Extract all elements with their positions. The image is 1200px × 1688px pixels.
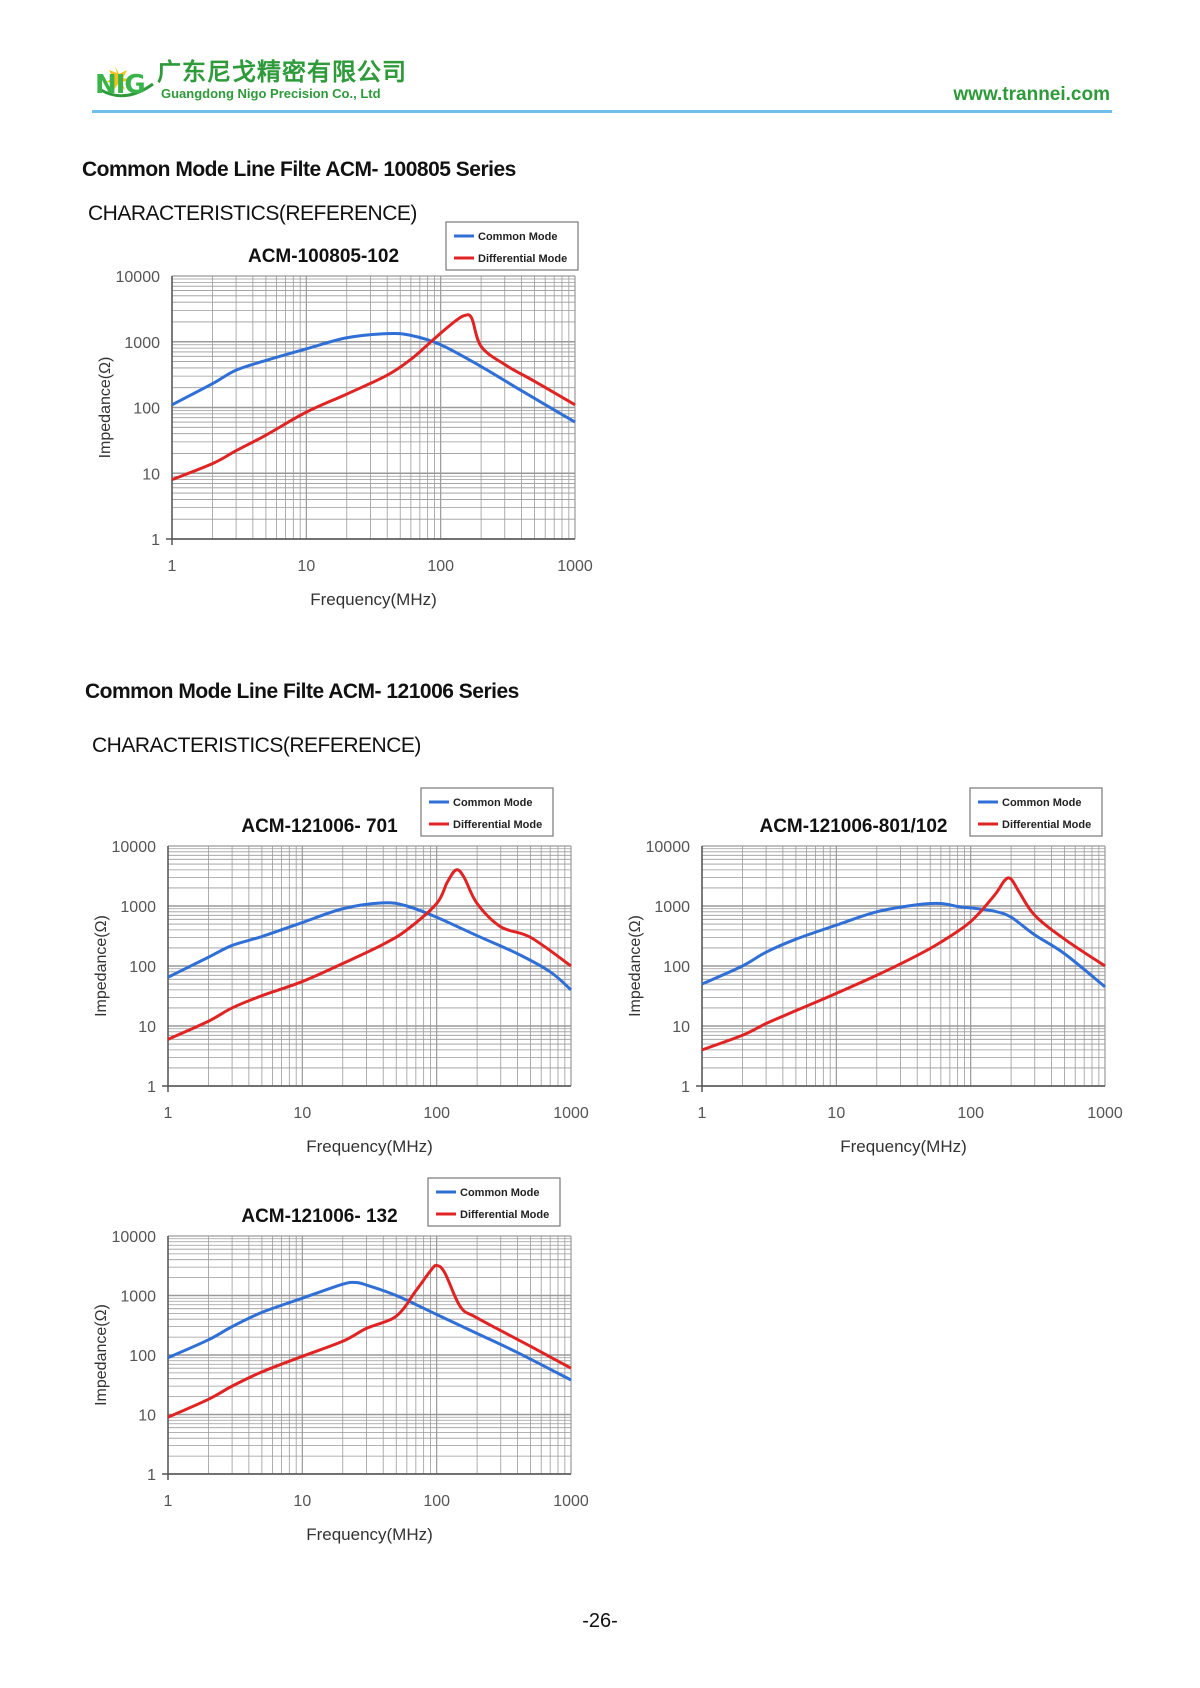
- x-tick-label: 1: [168, 558, 177, 575]
- y-axis-title: Impedance(Ω): [97, 357, 114, 459]
- grid: [167, 845, 572, 1087]
- x-tick-label: 1: [164, 1105, 173, 1122]
- y-tick-label: 1000: [654, 899, 690, 916]
- chart-title: ACM-100805-102: [248, 246, 399, 267]
- x-tick-label: 1000: [553, 1493, 589, 1510]
- y-tick-label: 1000: [120, 899, 156, 916]
- x-tick-label: 1: [164, 1493, 173, 1510]
- y-tick-label: 1: [147, 1079, 156, 1096]
- legend-box: [420, 787, 554, 837]
- series-common-mode: [171, 331, 576, 424]
- legend-box: [445, 221, 579, 271]
- legend-label: Common Mode: [478, 231, 557, 243]
- y-axis-title: Impedance(Ω): [627, 915, 644, 1017]
- chart-svg: 1 10 100 1000 1 10 100 1000 10000 Frequency(MHz) I…: [93, 787, 589, 1156]
- x-tick-label: 10: [297, 558, 315, 575]
- y-tick-label: 1000: [124, 335, 160, 352]
- x-tick-label: 100: [957, 1105, 984, 1122]
- legend: Common Mode Differential Mode: [969, 787, 1103, 837]
- y-tick-label: 1: [147, 1467, 156, 1484]
- x-tick-label: 100: [423, 1105, 450, 1122]
- x-axis-title: Frequency(MHz): [306, 1525, 433, 1544]
- y-tick-label: 100: [663, 959, 690, 976]
- legend-label: Differential Mode: [453, 819, 542, 831]
- series-differential-mode: [167, 868, 572, 1041]
- y-axis-title: Impedance(Ω): [93, 915, 110, 1017]
- chart-title: ACM-121006- 132: [241, 1206, 397, 1227]
- series-differential-mode: [167, 1263, 572, 1419]
- chart-svg: 1 10 100 1000 1 10 100 1000 10000 Frequency(MHz) I…: [627, 787, 1123, 1156]
- legend-label: Differential Mode: [1002, 819, 1091, 831]
- y-tick-label: 100: [129, 959, 156, 976]
- series-common-mode: [701, 901, 1106, 988]
- chart-acm-100805-102: 1 10 100 1000 1 10 100 1000 10000 Frequency(MHz) I…: [80, 210, 600, 630]
- legend-box: [969, 787, 1103, 837]
- y-tick-label: 100: [133, 401, 160, 418]
- x-tick-label: 10: [293, 1493, 311, 1510]
- legend-label: Differential Mode: [460, 1209, 549, 1221]
- legend-label: Differential Mode: [478, 253, 567, 265]
- y-tick-label: 1: [151, 532, 160, 549]
- grid: [167, 1235, 572, 1475]
- series-differential-mode: [701, 876, 1106, 1052]
- x-tick-label: 100: [427, 558, 454, 575]
- legend-box: [427, 1177, 561, 1227]
- legend-label: Common Mode: [1002, 797, 1081, 809]
- characteristics-label-121006: CHARACTERISTICS(REFERENCE): [92, 734, 421, 757]
- legend-label: Common Mode: [460, 1187, 539, 1199]
- section-title-100805: Common Mode Line Filte ACM- 100805 Serie…: [82, 158, 516, 181]
- x-axis-title: Frequency(MHz): [840, 1137, 967, 1156]
- header-divider: [92, 110, 1112, 113]
- series-differential-mode: [171, 313, 576, 482]
- x-tick-label: 1000: [1087, 1105, 1123, 1122]
- y-tick-label: 10000: [646, 839, 691, 856]
- y-tick-label: 1: [681, 1079, 690, 1096]
- chart-acm-121006-701: 1 10 100 1000 1 10 100 1000 10000 Frequency(MHz) I…: [76, 780, 596, 1180]
- chart-acm-121006-132: 1 10 100 1000 1 10 100 1000 10000 Frequency(MHz) I…: [76, 1170, 596, 1570]
- series-line: [701, 876, 1106, 1052]
- x-tick-label: 1: [698, 1105, 707, 1122]
- legend: Common Mode Differential Mode: [445, 221, 579, 271]
- y-axis-title: Impedance(Ω): [93, 1304, 110, 1406]
- x-tick-label: 1000: [553, 1105, 589, 1122]
- company-name-cn: 广东尼戈精密有限公司: [157, 58, 407, 86]
- chart-svg: 1 10 100 1000 1 10 100 1000 10000 Frequency(MHz) I…: [93, 1177, 589, 1544]
- chart-acm-121006-801-102: 1 10 100 1000 1 10 100 1000 10000 Frequency(MHz) I…: [610, 780, 1130, 1180]
- chart-title: ACM-121006-801/102: [759, 816, 947, 837]
- website-link[interactable]: www.trannei.com: [953, 84, 1110, 105]
- company-name-en: Guangdong Nigo Precision Co., Ltd: [161, 86, 381, 101]
- series-common-mode: [167, 1280, 572, 1382]
- y-tick-label: 10: [672, 1019, 690, 1036]
- x-tick-label: 10: [827, 1105, 845, 1122]
- page-number: -26-: [582, 1610, 618, 1632]
- legend: Common Mode Differential Mode: [427, 1177, 561, 1227]
- y-tick-label: 10: [142, 466, 160, 483]
- y-tick-label: 10000: [112, 839, 157, 856]
- nig-logo-swoosh-icon: [100, 66, 154, 98]
- series-line: [167, 868, 572, 1041]
- legend-label: Common Mode: [453, 797, 532, 809]
- chart-svg: 1 10 100 1000 1 10 100 1000 10000 Frequency(MHz) I…: [97, 221, 593, 609]
- x-tick-label: 1000: [557, 558, 593, 575]
- series-line: [167, 1263, 572, 1419]
- y-tick-label: 10000: [116, 269, 161, 286]
- series-line: [171, 331, 576, 424]
- page-header: NIG 广东尼戈精密有限公司 Guangdong Nigo Precision …: [95, 52, 1110, 112]
- x-tick-label: 10: [293, 1105, 311, 1122]
- x-tick-label: 100: [423, 1493, 450, 1510]
- logo-text: NIG: [95, 70, 146, 100]
- chart-title: ACM-121006- 701: [241, 816, 398, 837]
- y-tick-label: 10000: [112, 1229, 157, 1246]
- y-tick-label: 10: [138, 1019, 156, 1036]
- characteristics-label-100805: CHARACTERISTICS(REFERENCE): [88, 202, 417, 225]
- grid: [171, 275, 576, 540]
- y-tick-label: 10: [138, 1408, 156, 1425]
- x-axis-title: Frequency(MHz): [310, 590, 437, 609]
- series-common-mode: [167, 901, 573, 992]
- x-axis-title: Frequency(MHz): [306, 1137, 433, 1156]
- y-tick-label: 1000: [120, 1289, 156, 1306]
- legend: Common Mode Differential Mode: [420, 787, 554, 837]
- y-tick-label: 100: [129, 1348, 156, 1365]
- section-title-121006: Common Mode Line Filte ACM- 121006 Serie…: [85, 680, 519, 703]
